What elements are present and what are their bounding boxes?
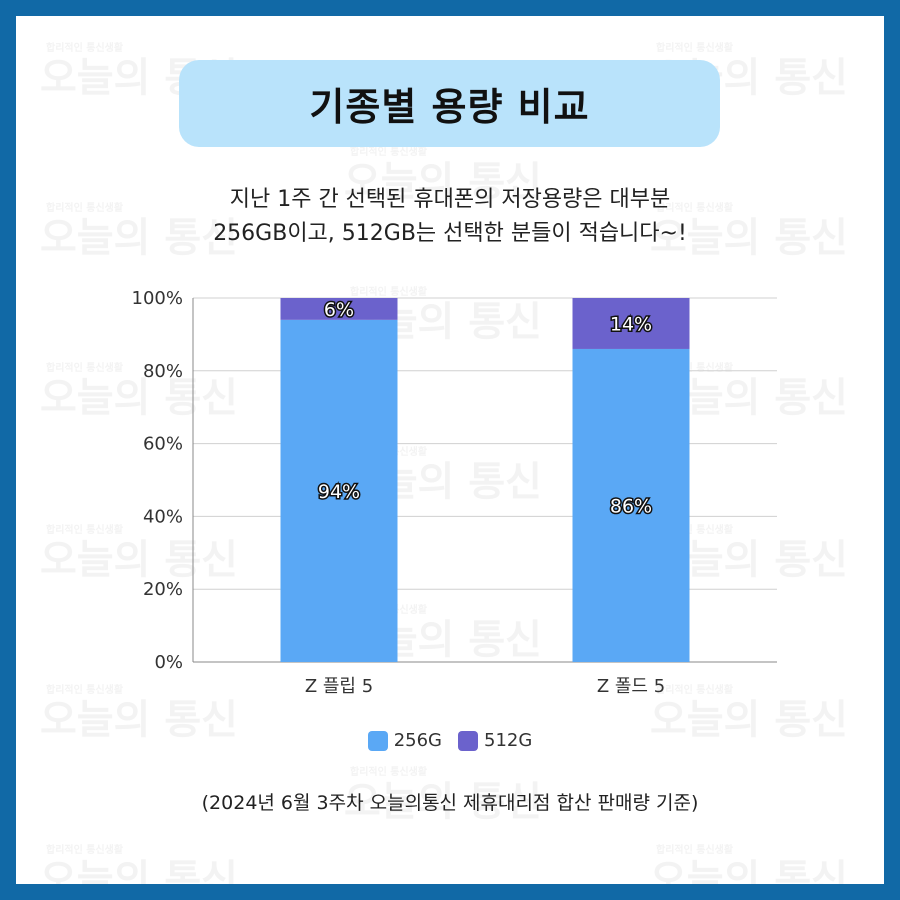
subtitle-line-1: 지난 1주 간 선택된 휴대폰의 저장용량은 대부분 — [229, 187, 671, 212]
bar-segment — [280, 319, 398, 662]
y-tick-label: 80% — [143, 361, 183, 382]
stacked-bar-chart: 0% 20% 40% 60% 80% 100% 94% 6% Z 플립 5 86% 14% Z 폴드 … — [132, 288, 777, 697]
legend-swatch-512g — [458, 730, 478, 751]
y-tick-label: 40% — [143, 506, 183, 527]
data-label: 86% — [610, 495, 652, 517]
y-tick-label: 100% — [132, 288, 183, 309]
legend-item-256g: 256G — [367, 730, 442, 751]
data-label: 14% — [610, 313, 652, 335]
legend-label-512g: 512G — [484, 730, 533, 751]
content-card: 합리적인 통신생활 오늘의 통신 합리적인 통신생활 오늘의 통신 합리적인 통신생활 오… — [16, 16, 884, 884]
legend-swatch-256g — [367, 730, 388, 751]
x-tick-label: Z 플립 5 — [305, 676, 373, 697]
bar-segment — [572, 348, 690, 662]
y-tick-label: 0% — [154, 652, 183, 673]
bar-segment — [572, 298, 690, 349]
y-tick-label: 20% — [143, 579, 183, 600]
subtitle-line-2: 256GB이고, 512GB는 선택한 분들이 적습니다~! — [213, 221, 687, 246]
title-banner: 기종별 용량 비교 — [179, 60, 720, 147]
legend-label-256g: 256G — [393, 730, 442, 751]
data-label: 94% — [318, 481, 360, 503]
bar-segment — [280, 298, 398, 320]
x-tick-label: Z 폴드 5 — [597, 676, 665, 697]
y-tick-label: 60% — [143, 434, 183, 455]
data-label: 6% — [324, 299, 354, 321]
footnote: (2024년 6월 3주차 오늘의통신 제휴대리점 합산 판매량 기준) — [201, 792, 699, 814]
chart-legend: 256G 512G — [16, 730, 884, 751]
legend-item-512g: 512G — [458, 730, 532, 751]
page-title: 기종별 용량 비교 — [309, 85, 590, 129]
